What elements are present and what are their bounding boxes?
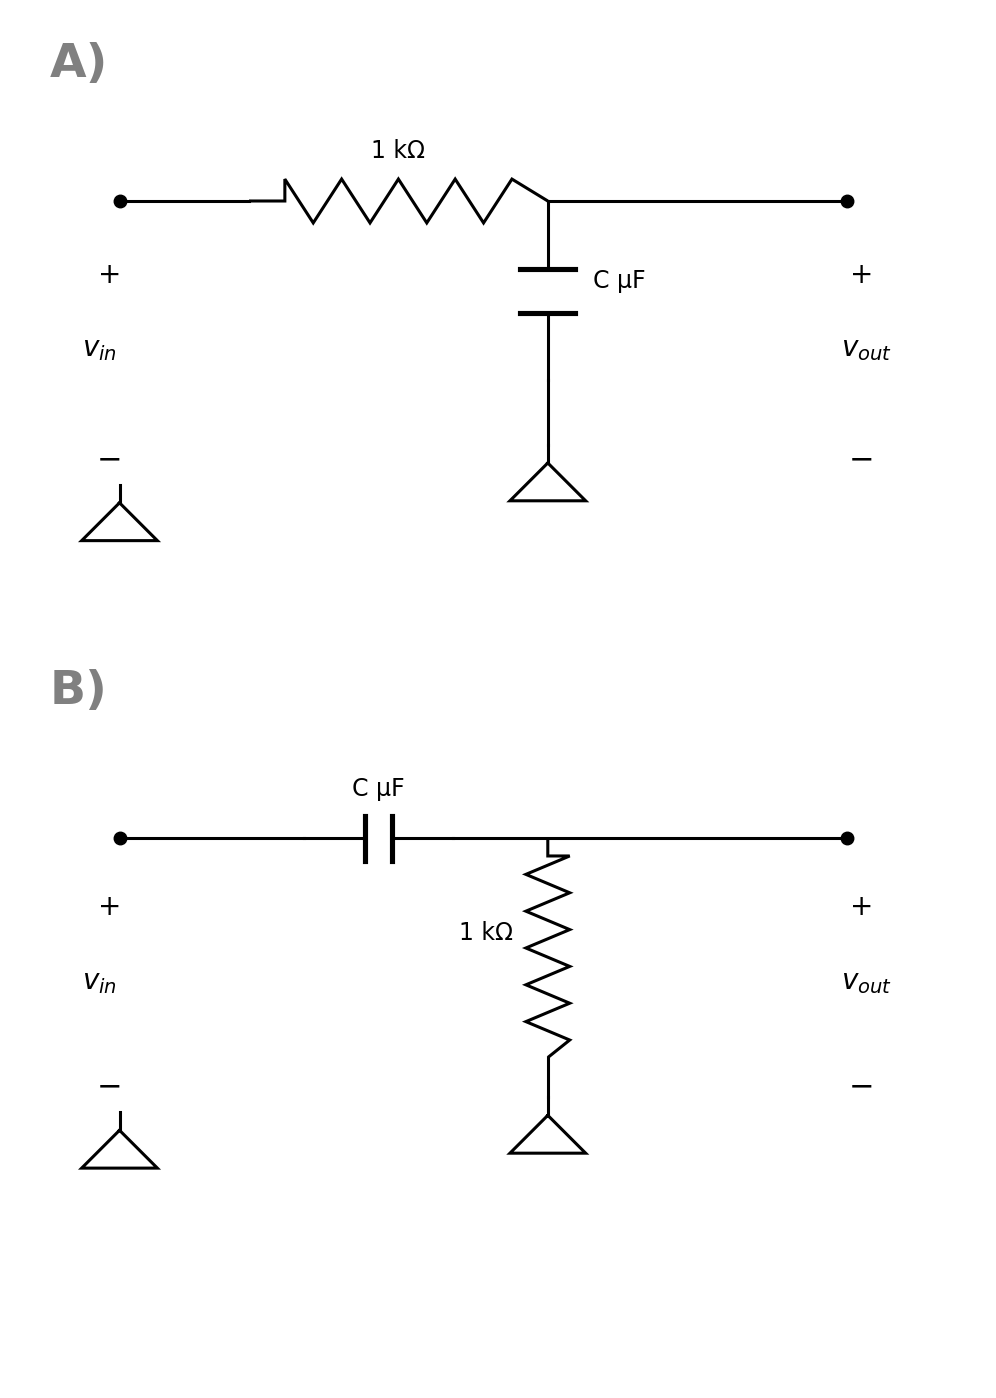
Text: 1 kΩ: 1 kΩ — [459, 921, 513, 945]
Text: A): A) — [50, 42, 108, 87]
Text: −: − — [849, 1072, 874, 1102]
Text: C μF: C μF — [353, 777, 404, 801]
Text: +: + — [98, 893, 122, 921]
Text: −: − — [97, 445, 123, 474]
Text: C μF: C μF — [593, 268, 645, 292]
Text: +: + — [850, 893, 873, 921]
Text: −: − — [97, 1072, 123, 1102]
Text: −: − — [849, 445, 874, 474]
Text: $v_{in}$: $v_{in}$ — [83, 336, 117, 363]
Text: B): B) — [50, 670, 108, 714]
Text: 1 kΩ: 1 kΩ — [372, 140, 425, 164]
Text: +: + — [98, 261, 122, 289]
Text: $v_{out}$: $v_{out}$ — [841, 336, 892, 363]
Text: $v_{in}$: $v_{in}$ — [83, 967, 117, 995]
Text: +: + — [850, 261, 873, 289]
Text: $v_{out}$: $v_{out}$ — [841, 967, 892, 995]
